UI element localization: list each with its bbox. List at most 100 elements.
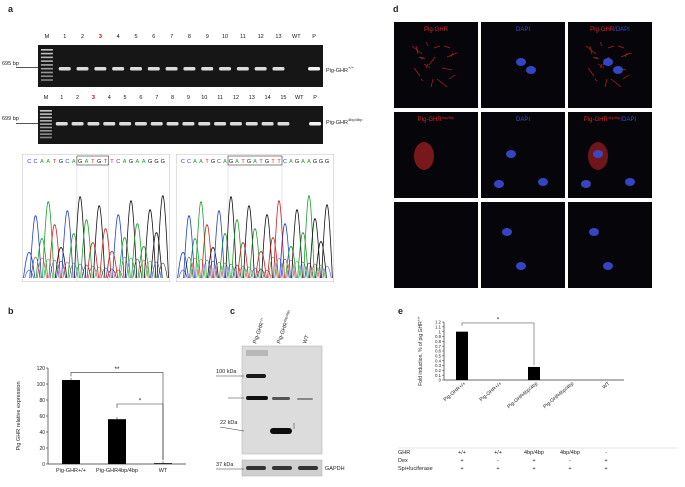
y-tick-label: 0.2	[435, 368, 441, 373]
gel1-image	[38, 45, 323, 87]
gapdh-band	[298, 466, 318, 470]
trace-peak	[297, 232, 309, 279]
table-cell: -	[605, 450, 607, 456]
base-call: G	[154, 159, 158, 165]
mutation-box	[76, 155, 110, 166]
y-tick-label: 0	[42, 462, 45, 468]
micrograph	[568, 112, 652, 198]
gel-band	[58, 67, 71, 71]
gel-band	[76, 67, 89, 71]
trace-peak	[255, 251, 267, 279]
nucleus	[593, 150, 603, 158]
trace-minor	[190, 257, 200, 279]
panel-e-letter: e	[398, 306, 404, 316]
ladder-band	[40, 79, 53, 81]
trace-peak	[29, 215, 42, 279]
mutation-box	[227, 155, 283, 166]
nucleus	[581, 180, 591, 188]
base-call: C	[65, 159, 69, 165]
gel-band	[119, 122, 132, 126]
gel-lane-label: P	[312, 34, 316, 40]
base-call: G	[247, 159, 251, 165]
nucleus	[589, 228, 599, 236]
y-tick-label: 1	[439, 329, 442, 334]
gel-lane-label: 2	[81, 34, 85, 40]
trace-peak	[86, 242, 99, 279]
ghr-signal	[587, 67, 595, 77]
blot-band	[270, 428, 292, 434]
trace-minor	[56, 260, 66, 279]
base-call: G	[319, 159, 323, 165]
ghr-signal	[607, 45, 615, 49]
ghr-signal	[610, 78, 622, 88]
x-tick-label: Pig-GHR+/+	[56, 468, 86, 474]
base-call: T	[53, 159, 57, 165]
ghr-signal	[415, 45, 419, 55]
y-tick-label: 0.5	[435, 353, 441, 358]
micrograph	[481, 112, 565, 198]
gel-lane-label: M	[44, 34, 50, 40]
micrograph-label: DAPI	[516, 117, 530, 123]
gel-lane-label: 6	[139, 95, 143, 101]
x-tick-label: WT	[159, 468, 168, 474]
gel-band	[182, 122, 195, 126]
gel-lane-label: 3	[98, 34, 102, 40]
trace-minor	[220, 262, 230, 279]
trace-peak	[201, 224, 213, 279]
panel-a-letter: a	[8, 4, 14, 14]
nucleus	[516, 262, 526, 270]
base-call: A	[301, 159, 305, 165]
trace-minor	[232, 264, 242, 279]
trace-minor	[202, 259, 212, 279]
trace-minor	[292, 260, 302, 279]
blot-smear	[246, 350, 268, 356]
trace-minor	[274, 257, 284, 279]
nucleus	[526, 66, 536, 74]
nucleus	[494, 180, 504, 188]
y-tick-label: 40	[39, 430, 45, 436]
trace-peak	[189, 238, 201, 279]
trace-peak	[137, 246, 150, 279]
base-call: A	[223, 159, 227, 165]
trace-peak	[131, 223, 144, 279]
trace-peak	[156, 195, 169, 279]
base-call: T	[271, 159, 275, 165]
table-cell: +/+	[458, 450, 466, 456]
table-cell: 4bp/4bp	[524, 450, 544, 456]
trace-minor	[81, 264, 92, 279]
y-tick-label: 0.4	[435, 358, 441, 363]
base-call: G	[325, 159, 329, 165]
table-row-name: Spi+luciferase	[398, 466, 433, 472]
blot-band	[297, 398, 313, 400]
y-tick-label: 0	[439, 378, 442, 383]
ladder-band	[40, 64, 53, 66]
base-call: A	[40, 159, 44, 165]
table-cell: +	[532, 458, 535, 464]
trace-peak	[150, 232, 163, 279]
table-cell: +/+	[494, 450, 502, 456]
gel-lane-label: 11	[217, 95, 223, 101]
nucleus	[502, 228, 512, 236]
trace-minor	[158, 262, 168, 279]
base-call: T	[205, 159, 209, 165]
y-tick-label: 60	[39, 414, 45, 420]
marker-label: 22 kDa	[220, 420, 238, 426]
trace-peak	[267, 237, 279, 279]
trace-minor	[119, 256, 130, 279]
micrograph-label: Pig-GHR4bp/4bp/DAPI	[584, 116, 637, 123]
micrograph	[568, 202, 652, 288]
panel-d-letter: d	[393, 4, 399, 14]
base-call: G	[148, 159, 152, 165]
ladder-band	[40, 49, 53, 51]
ghr-signal	[594, 56, 598, 60]
trace-peak	[183, 215, 195, 279]
base-call: C	[34, 159, 38, 165]
marker-label: 100 kDa	[216, 369, 237, 375]
trace-minor	[304, 262, 314, 279]
base-call: A	[307, 159, 311, 165]
ladder-band	[39, 133, 52, 135]
gel-lane-label: 12	[257, 34, 264, 40]
gel-band	[309, 122, 322, 126]
blot-lane-label: Pig-GHR4bp/4bp	[275, 310, 293, 345]
gel-lane-label: WT	[294, 95, 304, 101]
